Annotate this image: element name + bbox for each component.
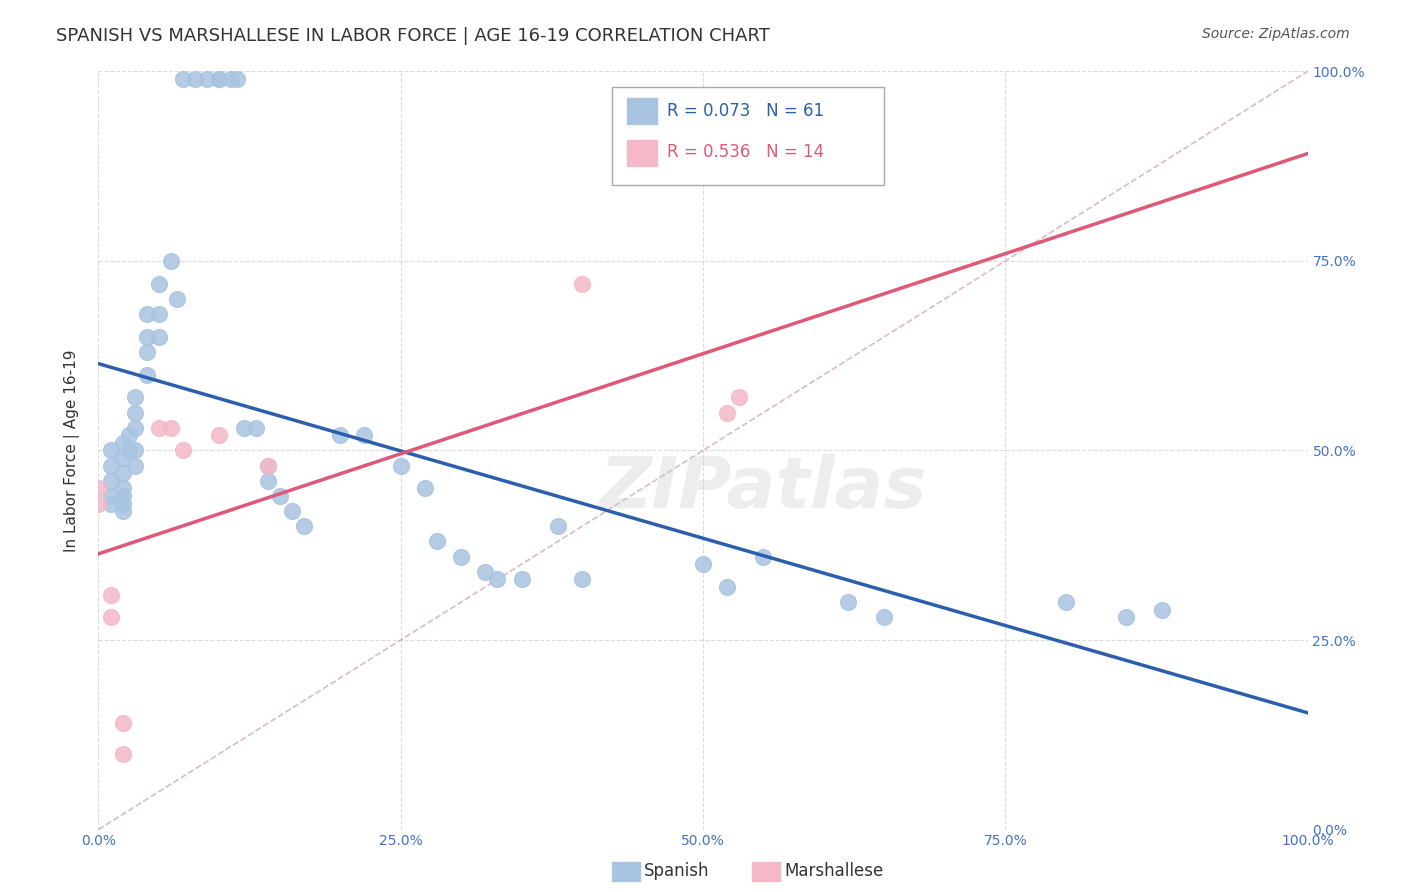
Text: Marshallese: Marshallese (785, 863, 884, 880)
Point (510, 573, 533, 587)
Point (124, 458, 146, 473)
Bar (627, 139, 657, 166)
Text: ZIPatlas: ZIPatlas (600, 454, 927, 523)
Point (100, 588, 122, 602)
Point (111, 716, 134, 731)
Point (100, 443, 122, 458)
Point (100, 474, 122, 488)
Point (118, 443, 141, 458)
Point (160, 421, 183, 435)
Y-axis label: In Labor Force | Age 16-19: In Labor Force | Age 16-19 (63, 349, 80, 552)
Point (195, 72, 218, 87)
Point (226, 72, 249, 87)
Point (111, 496, 134, 510)
Point (208, 72, 231, 87)
Point (728, 391, 751, 405)
Bar (627, 98, 657, 125)
Point (148, 330, 170, 344)
Text: R = 0.536   N = 14: R = 0.536 N = 14 (666, 144, 824, 161)
Point (166, 292, 188, 306)
Point (837, 595, 859, 609)
Point (111, 504, 134, 518)
FancyBboxPatch shape (613, 87, 884, 186)
Text: SPANISH VS MARSHALLESE IN LABOR FORCE | AGE 16-19 CORRELATION CHART: SPANISH VS MARSHALLESE IN LABOR FORCE | … (56, 27, 770, 45)
Point (329, 428, 352, 442)
Point (124, 443, 146, 458)
Point (160, 253, 183, 268)
Point (111, 747, 134, 761)
Point (148, 421, 170, 435)
Point (100, 610, 122, 624)
Point (486, 573, 509, 587)
Point (752, 549, 775, 564)
Point (221, 72, 243, 87)
Point (281, 504, 304, 518)
Point (111, 436, 134, 450)
Point (87, 496, 110, 510)
Point (571, 277, 593, 291)
Point (547, 519, 569, 533)
Point (124, 405, 146, 420)
Point (100, 489, 122, 503)
Point (118, 428, 141, 442)
Point (111, 451, 134, 466)
Point (256, 458, 278, 473)
Point (100, 458, 122, 473)
Point (292, 519, 315, 533)
Point (571, 573, 593, 587)
Text: Spanish: Spanish (644, 863, 710, 880)
Point (148, 277, 170, 291)
Point (1115, 610, 1137, 624)
Point (100, 496, 122, 510)
Point (111, 489, 134, 503)
Point (148, 307, 170, 321)
Point (208, 428, 231, 442)
Point (716, 405, 738, 420)
Point (426, 534, 449, 549)
Point (172, 72, 194, 87)
Point (389, 458, 412, 473)
Point (450, 549, 472, 564)
Point (716, 580, 738, 594)
Point (232, 421, 254, 435)
Point (256, 458, 278, 473)
Point (1054, 595, 1077, 609)
Text: Source: ZipAtlas.com: Source: ZipAtlas.com (1202, 27, 1350, 41)
Point (474, 565, 496, 579)
Point (124, 421, 146, 435)
Point (124, 391, 146, 405)
Point (184, 72, 207, 87)
Point (873, 610, 896, 624)
Point (1152, 603, 1174, 617)
Point (256, 474, 278, 488)
Point (111, 482, 134, 496)
Point (172, 443, 194, 458)
Text: R = 0.073   N = 61: R = 0.073 N = 61 (666, 102, 824, 120)
Point (135, 330, 157, 344)
Point (692, 557, 714, 572)
Point (135, 344, 157, 359)
Point (413, 482, 436, 496)
Point (353, 428, 375, 442)
Point (208, 72, 231, 87)
Point (135, 368, 157, 382)
Point (87, 482, 110, 496)
Point (111, 467, 134, 481)
Point (135, 307, 157, 321)
Point (269, 489, 291, 503)
Point (245, 421, 267, 435)
